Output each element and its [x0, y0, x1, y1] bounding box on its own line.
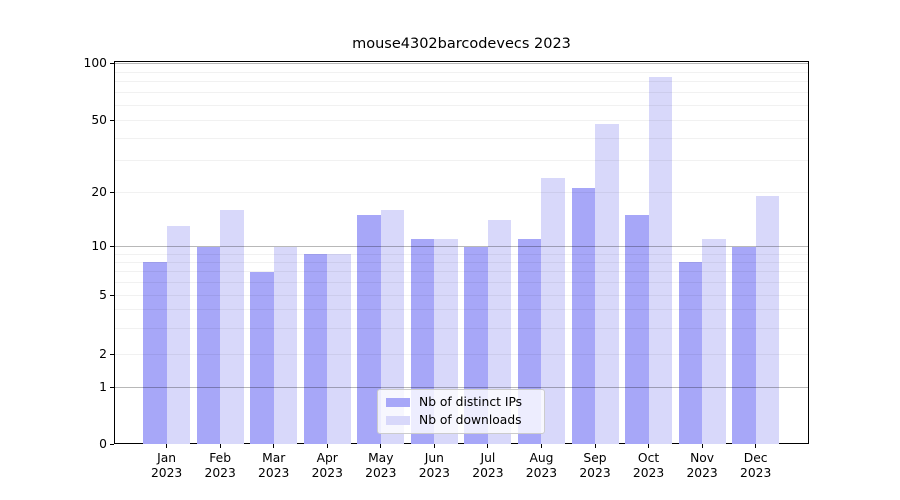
x-tick-mark-aug — [540, 444, 542, 448]
x-tick-mark-sep — [594, 444, 596, 448]
x-tick-mark-mar — [273, 444, 275, 448]
x-tick-mark-jun — [433, 444, 435, 448]
x-tick-mark-jul — [487, 444, 489, 448]
x-tick-mark-jan — [166, 444, 168, 448]
x-tick-mark-oct — [648, 444, 650, 448]
x-tick-label-sep: Sep 2023 — [579, 451, 611, 480]
x-tick-label-jan: Jan 2023 — [150, 451, 183, 480]
legend-swatch-distinct-ips — [386, 398, 410, 407]
x-tick-label-may: May 2023 — [365, 451, 397, 480]
y-tick-label-1: 1 — [99, 380, 107, 394]
plot-area — [114, 61, 809, 444]
x-tick-label-feb: Feb 2023 — [204, 451, 236, 480]
x-tick-label-jul: Jul 2023 — [472, 451, 504, 480]
x-tick-mark-may — [380, 444, 382, 448]
legend-label-distinct-ips: Nb of distinct IPs — [419, 395, 523, 409]
y-tick-label-2: 2 — [99, 346, 107, 361]
y-tick-label-20: 20 — [91, 184, 107, 199]
legend-item-downloads: Nb of downloads — [386, 414, 536, 427]
x-tick-label-aug: Aug 2023 — [525, 451, 558, 480]
x-tick-mark-feb — [219, 444, 221, 448]
y-tick-label-50: 50 — [91, 113, 107, 128]
x-tick-label-dec: Dec 2023 — [740, 451, 772, 480]
legend-swatch-downloads — [386, 416, 410, 425]
x-tick-mark-apr — [326, 444, 328, 448]
x-tick-label-apr: Apr 2023 — [311, 451, 343, 480]
legend-label-downloads: Nb of downloads — [419, 413, 522, 427]
x-tick-label-jun: Jun 2023 — [418, 451, 450, 480]
x-tick-label-nov: Nov 2023 — [686, 451, 718, 480]
legend-item-distinct-ips: Nb of distinct IPs — [386, 396, 536, 409]
x-tick-mark-dec — [755, 444, 757, 448]
y-tick-label-10: 10 — [91, 239, 107, 254]
chart-title: mouse4302barcodevecs 2023 — [352, 36, 571, 52]
x-tick-label-mar: Mar 2023 — [258, 451, 290, 480]
y-tick-label-0: 0 — [99, 436, 107, 451]
x-tick-mark-nov — [701, 444, 703, 448]
y-tick-label-100: 100 — [83, 56, 107, 70]
legend: Nb of distinct IPs Nb of downloads — [377, 389, 545, 434]
x-tick-label-oct: Oct 2023 — [632, 451, 665, 480]
y-tick-label-5: 5 — [99, 288, 107, 302]
